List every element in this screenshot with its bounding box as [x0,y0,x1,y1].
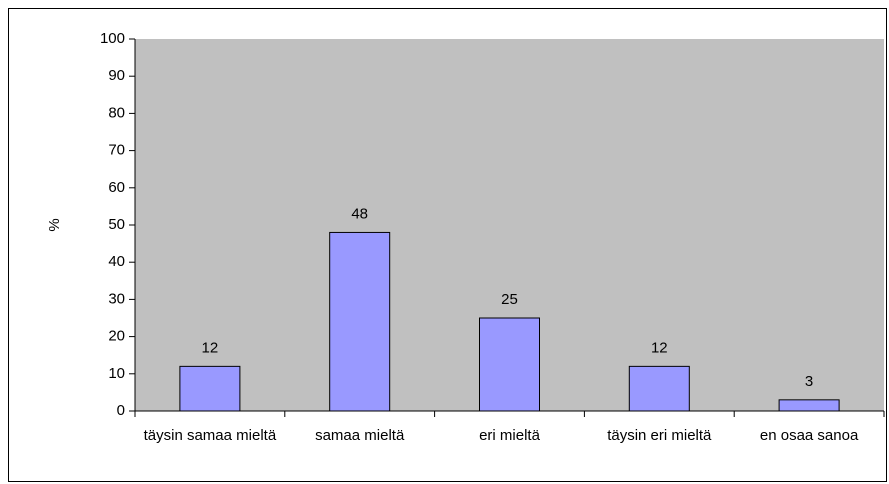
y-tick-label: 80 [108,104,125,121]
y-tick-label: 40 [108,253,125,270]
data-label: 3 [805,373,813,390]
y-tick-label: 70 [108,142,125,159]
y-tick-label: 100 [100,30,125,47]
data-label: 48 [351,205,368,222]
y-axis-label: % [46,218,63,231]
y-tick-label: 60 [108,179,125,196]
bar [179,365,241,412]
data-label: 25 [501,291,518,308]
x-tick-label: en osaa sanoa [759,427,859,444]
y-tick-label: 50 [108,216,125,233]
bar [628,365,690,412]
y-tick-label: 0 [117,402,125,419]
y-tick-label: 30 [108,290,125,307]
data-label: 12 [202,339,219,356]
y-tick-label: 10 [108,365,125,382]
x-tick-label: eri mieltä [479,427,540,444]
y-tick-label: 90 [108,67,125,84]
y-tick-label: 20 [108,328,125,345]
bar [778,399,840,412]
bar [329,231,391,412]
x-tick-label: samaa mieltä [315,427,405,444]
x-tick-label: täysin eri mieltä [607,427,712,444]
data-label: 12 [651,339,668,356]
bar [479,317,540,412]
x-tick-label: täysin samaa mieltä [143,427,277,444]
